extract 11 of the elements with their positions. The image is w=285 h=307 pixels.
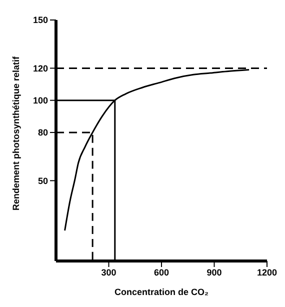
- y-tick-label: 150: [32, 15, 48, 26]
- y-tick-label: 80: [38, 128, 48, 138]
- x-tick-label: 900: [206, 267, 222, 278]
- y-tick-label: 100: [32, 96, 48, 106]
- y-tick-label: 50: [38, 176, 48, 186]
- x-tick-label: 600: [154, 267, 170, 278]
- x-tick-label: 1200: [256, 267, 278, 278]
- x-axis-title: Concentration de CO₂: [114, 287, 209, 297]
- y-axis-title: Rendement photosynthétique relatif: [11, 55, 22, 210]
- x-tick-label: 300: [101, 267, 116, 278]
- y-tick-label: 120: [32, 63, 48, 74]
